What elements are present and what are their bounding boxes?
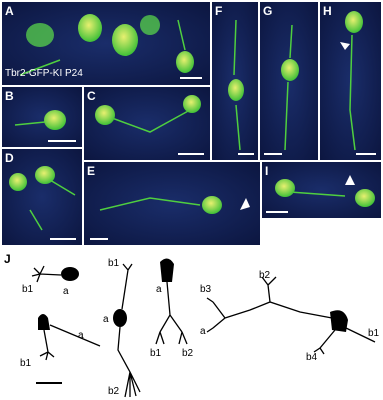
panel-label: A bbox=[5, 4, 14, 18]
panel-g: G bbox=[260, 2, 318, 160]
neuron-label: b1 bbox=[108, 258, 120, 269]
neuron-label: a bbox=[103, 314, 109, 325]
panel-label: I bbox=[265, 164, 268, 178]
panel-e: E bbox=[84, 162, 260, 245]
neuron-label: b3 bbox=[200, 284, 212, 295]
panel-label: F bbox=[215, 4, 222, 18]
neuron-label: a bbox=[63, 286, 69, 297]
panel-c: C bbox=[84, 87, 210, 160]
neuron-label: b1 bbox=[150, 348, 162, 359]
panel-f: F bbox=[212, 2, 258, 160]
panel-j: J b1 a a b1 b1 a b2 a b1 b2 b1 b3 b2 a b… bbox=[4, 252, 380, 398]
neuron-label: b2 bbox=[259, 270, 271, 281]
neuron-label: a bbox=[200, 326, 206, 337]
panel-label: E bbox=[87, 164, 95, 178]
neuron-label: b1 bbox=[22, 284, 34, 295]
neuron-label: b2 bbox=[182, 348, 194, 359]
panel-label: G bbox=[263, 4, 272, 18]
neuron-label: b4 bbox=[306, 352, 318, 363]
neuron-label: a bbox=[78, 330, 84, 341]
panel-a: A Tbr2-GFP-KI P24 bbox=[2, 2, 210, 85]
panel-i: I bbox=[262, 162, 381, 218]
panel-label: C bbox=[87, 89, 96, 103]
neuron-label: b2 bbox=[108, 386, 120, 397]
panel-label: H bbox=[323, 4, 332, 18]
neuron-label: a bbox=[156, 284, 162, 295]
panel-label: B bbox=[5, 89, 14, 103]
neuron-label: b1 bbox=[20, 358, 32, 369]
caption: Tbr2-GFP-KI P24 bbox=[5, 68, 83, 79]
panel-b: B bbox=[2, 87, 82, 147]
neuron-label: b1 bbox=[368, 328, 380, 339]
panel-h: H bbox=[320, 2, 381, 160]
panel-d: D bbox=[2, 149, 82, 245]
panel-label: D bbox=[5, 151, 14, 165]
panel-label: J bbox=[4, 252, 11, 266]
